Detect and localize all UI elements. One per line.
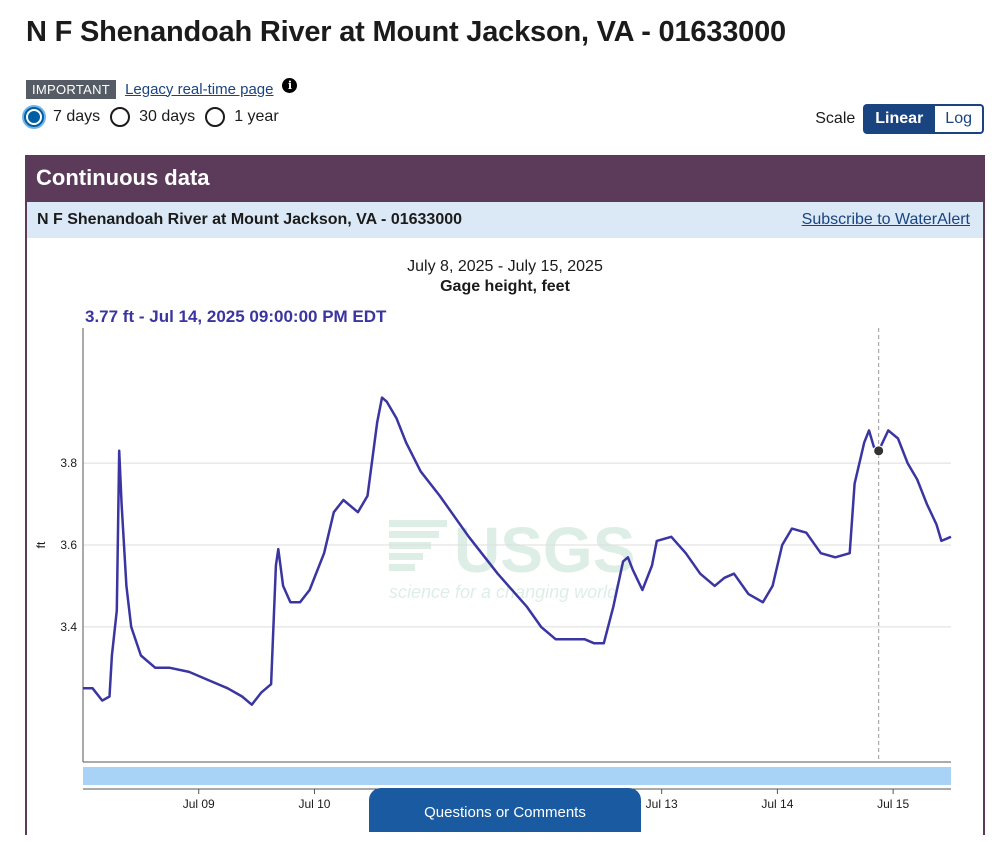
- chart-title: Gage height, feet: [440, 278, 570, 295]
- site-bar: N F Shenandoah River at Mount Jackson, V…: [27, 202, 983, 238]
- usgs-watermark-tagline: science for a changing world: [389, 582, 618, 602]
- scale-label: Scale: [815, 110, 856, 127]
- site-name: N F Shenandoah River at Mount Jackson, V…: [37, 211, 463, 228]
- y-tick-label: 3.6: [60, 538, 77, 552]
- scale-log-button[interactable]: Log: [935, 104, 984, 134]
- radio-7-days[interactable]: 7 days: [24, 107, 100, 127]
- x-tick-label: Jul 14: [761, 797, 793, 811]
- scale-linear-button[interactable]: Linear: [863, 104, 936, 134]
- radio-button-checked[interactable]: [24, 107, 44, 127]
- continuous-data-panel: Continuous data N F Shenandoah River at …: [25, 155, 985, 842]
- radio-30-days[interactable]: 30 days: [110, 107, 195, 127]
- x-tick-label: Jul 10: [298, 797, 330, 811]
- important-badge: IMPORTANT: [26, 79, 117, 99]
- usgs-watermark-logo: USGS: [454, 514, 635, 586]
- panel-body: N F Shenandoah River at Mount Jackson, V…: [27, 202, 983, 842]
- x-tick-label: Jul 09: [183, 797, 215, 811]
- questions-comments-button[interactable]: Questions or Comments: [369, 788, 641, 832]
- usgs-watermark: USGS science for a changing world: [389, 514, 635, 602]
- chart-date-range: July 8, 2025 - July 15, 2025: [407, 258, 603, 275]
- hydrograph-chart[interactable]: July 8, 2025 - July 15, 2025 Gage height…: [27, 202, 983, 842]
- radio-label: 1 year: [234, 108, 279, 125]
- notice-row: IMPORTANT Legacy real-time page i: [26, 77, 298, 100]
- x-tick-label: Jul 15: [877, 797, 909, 811]
- chart-tooltip: 3.77 ft - Jul 14, 2025 09:00:00 PM EDT: [85, 307, 387, 326]
- time-range-brush[interactable]: [83, 767, 951, 785]
- panel-title: Continuous data: [36, 165, 210, 190]
- chart-grid: [83, 462, 951, 628]
- radio-button[interactable]: [110, 107, 131, 127]
- y-tick-label: 3.4: [60, 620, 77, 634]
- chart-series: [83, 328, 952, 762]
- info-icon[interactable]: i: [282, 77, 298, 93]
- radio-dot: [28, 111, 40, 123]
- scale-toggle: Scale Linear Log: [815, 104, 984, 134]
- gage-height-line: [83, 396, 952, 706]
- y-tick-label: 3.8: [60, 456, 77, 470]
- x-tick-label: Jul 13: [646, 797, 678, 811]
- cursor-point: [873, 445, 885, 457]
- subscribe-wateralert-link[interactable]: Subscribe to WaterAlert: [801, 211, 970, 228]
- y-axis-label: ft: [34, 541, 48, 548]
- legacy-realtime-link[interactable]: Legacy real-time page: [125, 80, 274, 98]
- chart-axes: 3.4 3.6 3.8 ft: [34, 328, 951, 763]
- radio-1-year[interactable]: 1 year: [205, 107, 279, 127]
- radio-label: 7 days: [53, 108, 101, 125]
- page-title: N F Shenandoah River at Mount Jackson, V…: [26, 16, 786, 48]
- period-selector: 7 days 30 days 1 year: [24, 107, 289, 127]
- radio-button[interactable]: [205, 107, 226, 127]
- radio-label: 30 days: [139, 108, 196, 125]
